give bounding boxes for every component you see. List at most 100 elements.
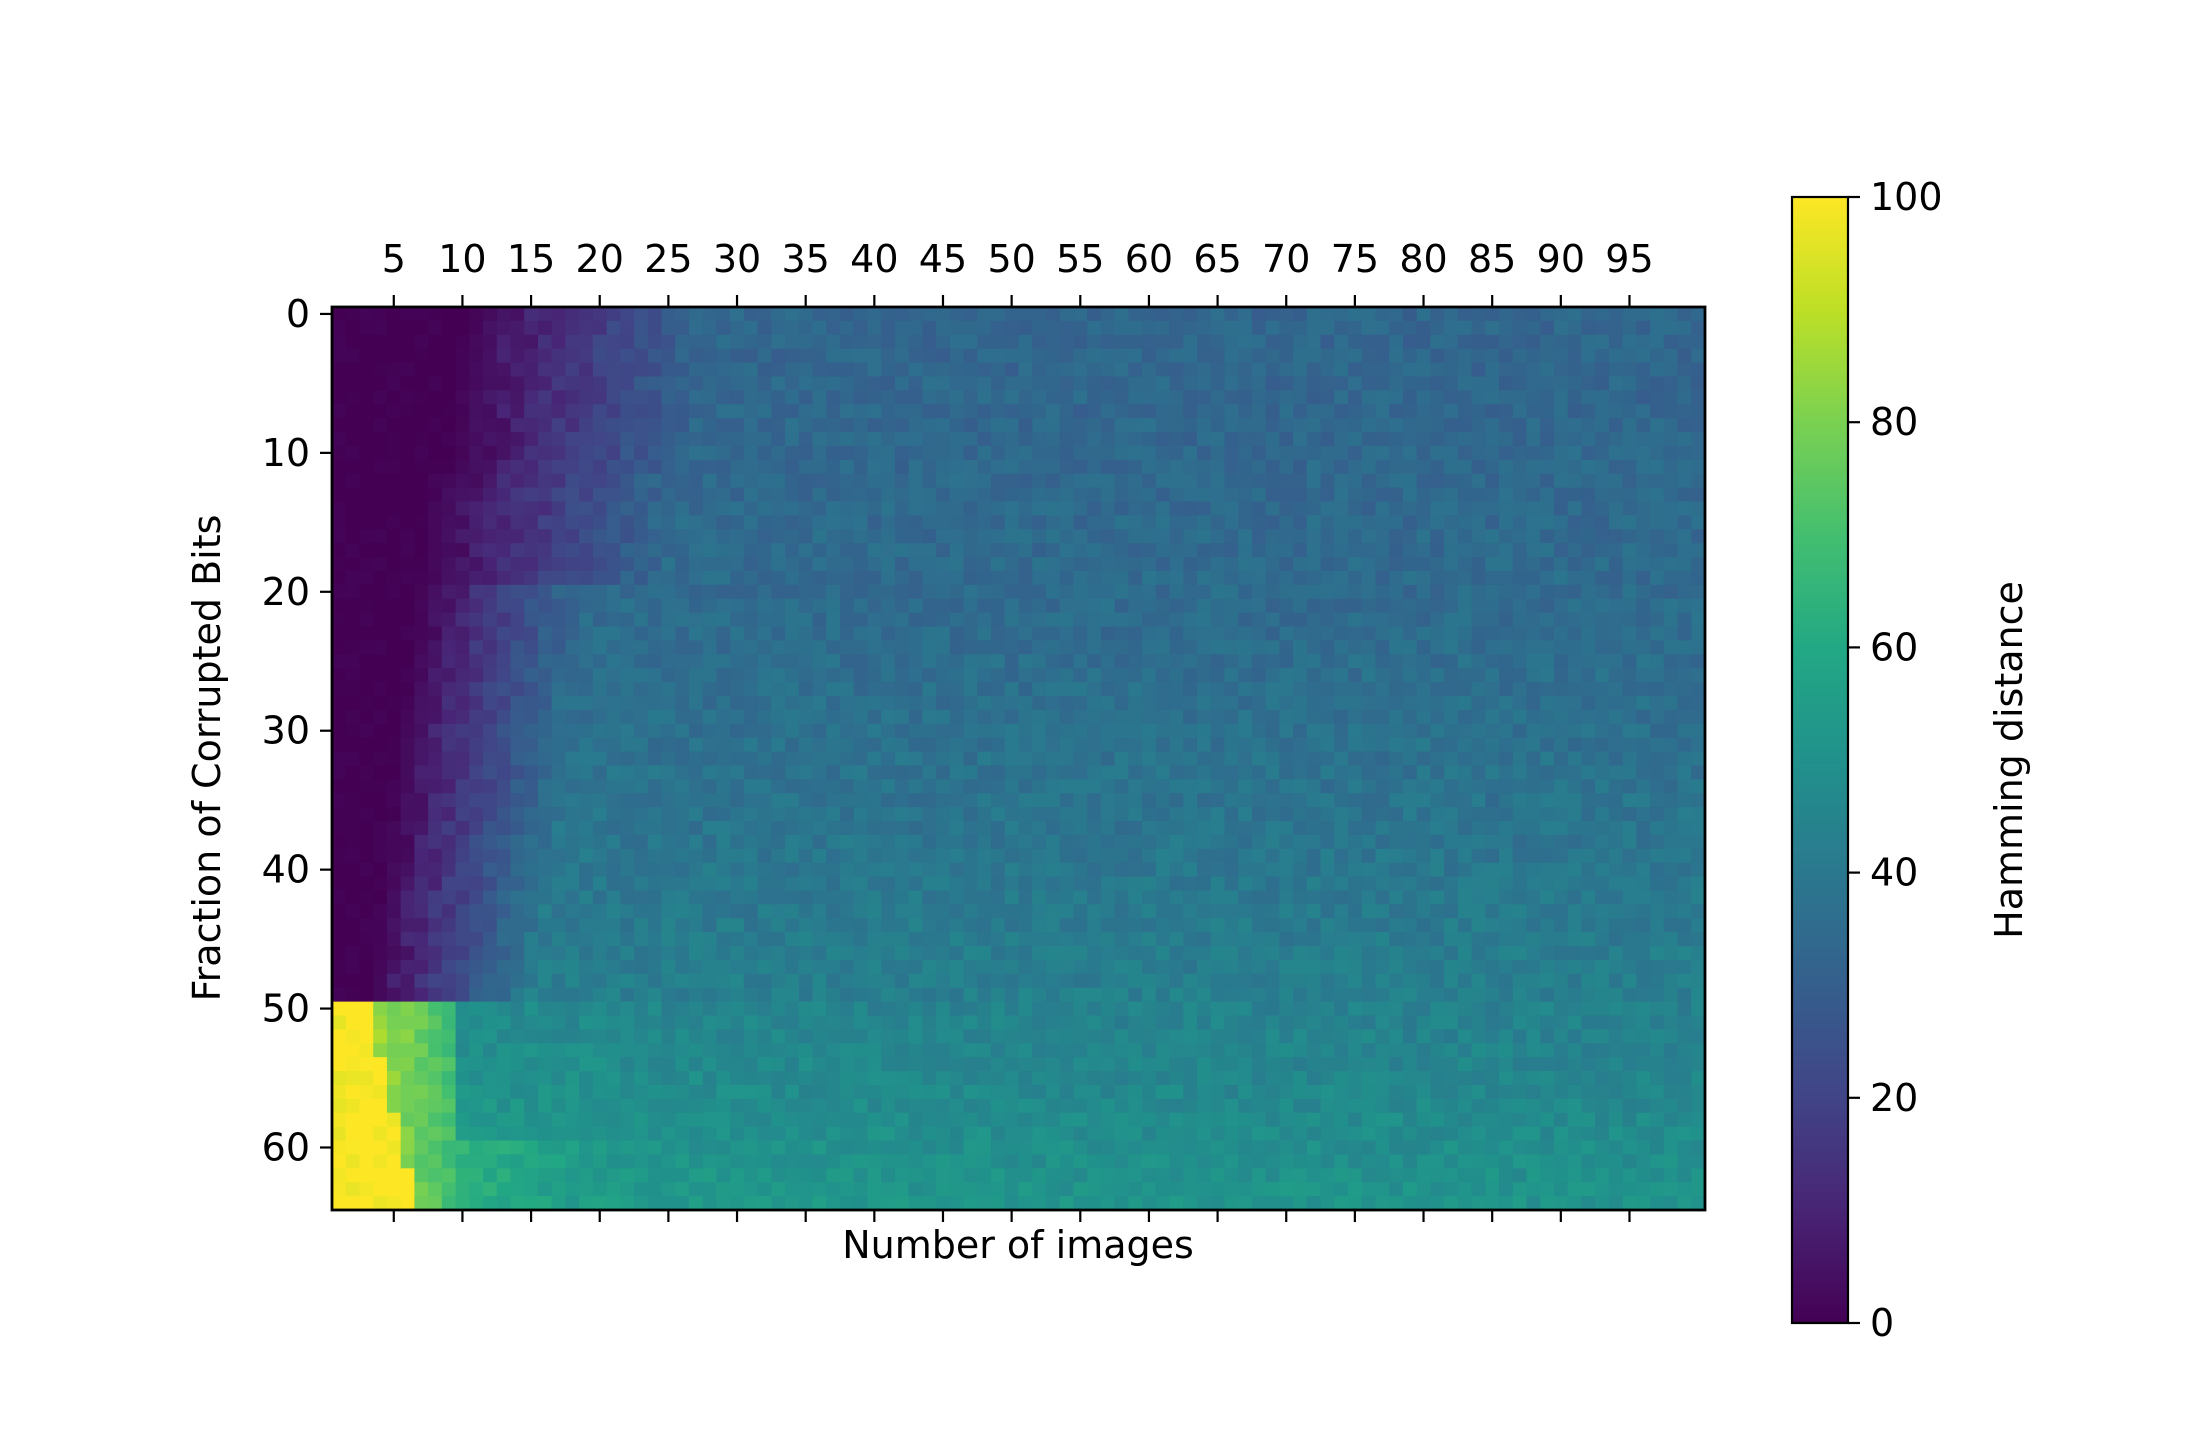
heatmap-cell xyxy=(346,932,360,946)
heatmap-cell xyxy=(593,349,607,363)
heatmap-cell xyxy=(1581,446,1595,460)
heatmap-cell xyxy=(1211,752,1225,766)
heatmap-cell xyxy=(579,613,593,627)
heatmap-cell xyxy=(730,613,744,627)
heatmap-cell xyxy=(1636,960,1650,974)
heatmap-cell xyxy=(1403,696,1417,710)
heatmap-cell xyxy=(881,335,895,349)
heatmap-cell xyxy=(1142,752,1156,766)
heatmap-cell xyxy=(1691,710,1705,724)
heatmap-cell xyxy=(785,682,799,696)
heatmap-cell xyxy=(771,779,785,793)
heatmap-cell xyxy=(579,863,593,877)
heatmap-cell xyxy=(813,738,827,752)
heatmap-cell xyxy=(730,363,744,377)
heatmap-cell xyxy=(785,696,799,710)
heatmap-cell xyxy=(1389,627,1403,641)
heatmap-cell xyxy=(401,738,415,752)
heatmap-cell xyxy=(854,376,868,390)
heatmap-cell xyxy=(826,363,840,377)
heatmap-cell xyxy=(1581,918,1595,932)
heatmap-cell xyxy=(1334,696,1348,710)
heatmap-cell xyxy=(1279,599,1293,613)
heatmap-cell xyxy=(1060,752,1074,766)
heatmap-cell xyxy=(1458,432,1472,446)
heatmap-cell xyxy=(1664,460,1678,474)
heatmap-cell xyxy=(538,932,552,946)
heatmap-cell xyxy=(1499,779,1513,793)
heatmap-cell xyxy=(1348,488,1362,502)
heatmap-cell xyxy=(1224,585,1238,599)
heatmap-cell xyxy=(1046,613,1060,627)
heatmap-cell xyxy=(1375,946,1389,960)
heatmap-cell xyxy=(1060,793,1074,807)
heatmap-cell xyxy=(387,640,401,654)
heatmap-cell xyxy=(1334,835,1348,849)
heatmap-cell xyxy=(620,724,634,738)
heatmap-cell xyxy=(854,488,868,502)
heatmap-cell xyxy=(771,724,785,738)
heatmap-cell xyxy=(771,446,785,460)
heatmap-cell xyxy=(428,765,442,779)
heatmap-cell xyxy=(1046,988,1060,1002)
heatmap-cell xyxy=(1032,682,1046,696)
heatmap-cell xyxy=(442,460,456,474)
heatmap-cell xyxy=(771,349,785,363)
heatmap-cell xyxy=(1678,515,1692,529)
heatmap-cell xyxy=(1650,363,1664,377)
heatmap-cell xyxy=(1156,640,1170,654)
heatmap-cell xyxy=(346,349,360,363)
heatmap-cell xyxy=(648,640,662,654)
heatmap-cell xyxy=(991,710,1005,724)
heatmap-cell xyxy=(1664,696,1678,710)
heatmap-cell xyxy=(1156,835,1170,849)
heatmap-cell xyxy=(524,349,538,363)
heatmap-cell xyxy=(1472,418,1486,432)
heatmap-cell xyxy=(1472,946,1486,960)
heatmap-cell xyxy=(1389,752,1403,766)
heatmap-cell xyxy=(483,474,497,488)
heatmap-cell xyxy=(730,988,744,1002)
heatmap-cell xyxy=(977,793,991,807)
heatmap-cell xyxy=(359,557,373,571)
heatmap-cell xyxy=(497,696,511,710)
heatmap-cell xyxy=(1156,529,1170,543)
heatmap-cell xyxy=(1293,349,1307,363)
heatmap-cell xyxy=(1375,432,1389,446)
heatmap-cell xyxy=(579,765,593,779)
heatmap-cell xyxy=(538,752,552,766)
heatmap-cell xyxy=(1430,918,1444,932)
heatmap-cell xyxy=(1005,988,1019,1002)
heatmap-cell xyxy=(1197,640,1211,654)
heatmap-cell xyxy=(593,404,607,418)
heatmap-cell xyxy=(1375,488,1389,502)
heatmap-cell xyxy=(1128,752,1142,766)
heatmap-cell xyxy=(1073,529,1087,543)
heatmap-cell xyxy=(1156,668,1170,682)
heatmap-cell xyxy=(730,557,744,571)
heatmap-cell xyxy=(510,571,524,585)
heatmap-cell xyxy=(689,460,703,474)
heatmap-cell xyxy=(483,696,497,710)
heatmap-cell xyxy=(1554,682,1568,696)
heatmap-cell xyxy=(1307,571,1321,585)
heatmap-cell xyxy=(414,474,428,488)
heatmap-cell xyxy=(428,890,442,904)
heatmap-cell xyxy=(813,488,827,502)
heatmap-cell xyxy=(1321,640,1335,654)
heatmap-cell xyxy=(1101,599,1115,613)
heatmap-cell xyxy=(373,460,387,474)
heatmap-cell xyxy=(1087,349,1101,363)
heatmap-cell xyxy=(1101,418,1115,432)
heatmap-cell xyxy=(1252,765,1266,779)
heatmap-cell xyxy=(1005,543,1019,557)
heatmap-cell xyxy=(799,877,813,891)
heatmap-cell xyxy=(538,488,552,502)
heatmap-cell xyxy=(1499,543,1513,557)
heatmap-cell xyxy=(1472,321,1486,335)
heatmap-cell xyxy=(1664,668,1678,682)
heatmap-cell xyxy=(1595,918,1609,932)
heatmap-cell xyxy=(1581,849,1595,863)
heatmap-cell xyxy=(1678,863,1692,877)
heatmap-cell xyxy=(1019,863,1033,877)
